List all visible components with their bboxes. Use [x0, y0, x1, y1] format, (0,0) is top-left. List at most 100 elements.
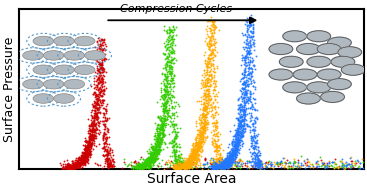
- Point: [173, 136, 179, 139]
- Point: [155, 136, 161, 139]
- Point: [326, 162, 332, 165]
- Point: [165, 115, 171, 118]
- Point: [196, 149, 202, 152]
- Point: [169, 37, 175, 40]
- Point: [170, 41, 176, 44]
- Point: [161, 119, 167, 122]
- Point: [84, 141, 90, 144]
- Point: [201, 98, 207, 101]
- Point: [213, 157, 219, 160]
- Point: [163, 88, 169, 91]
- Point: [215, 166, 221, 169]
- Point: [206, 77, 212, 80]
- Point: [164, 101, 170, 104]
- Point: [182, 162, 188, 165]
- Point: [248, 68, 254, 71]
- Point: [160, 109, 166, 112]
- Point: [74, 164, 80, 167]
- Point: [106, 160, 112, 163]
- Point: [236, 127, 242, 130]
- Point: [342, 166, 348, 169]
- Point: [66, 165, 72, 168]
- Point: [152, 149, 158, 152]
- Point: [145, 162, 151, 165]
- Point: [91, 123, 97, 126]
- Point: [133, 162, 139, 165]
- Point: [202, 124, 208, 127]
- Point: [352, 160, 358, 163]
- Point: [203, 127, 208, 130]
- Point: [80, 158, 86, 161]
- Point: [242, 70, 248, 73]
- Point: [89, 125, 95, 128]
- Point: [93, 95, 99, 98]
- Point: [166, 46, 172, 49]
- Point: [279, 163, 285, 167]
- Point: [176, 166, 182, 169]
- Point: [345, 162, 351, 165]
- Point: [229, 150, 235, 153]
- Point: [92, 80, 98, 83]
- Point: [236, 99, 241, 102]
- Point: [243, 91, 248, 94]
- Point: [99, 52, 105, 55]
- Point: [346, 163, 352, 166]
- Point: [184, 161, 190, 164]
- Point: [241, 93, 247, 96]
- Point: [236, 138, 242, 141]
- Point: [73, 165, 79, 168]
- Point: [161, 118, 167, 121]
- Point: [77, 165, 83, 168]
- Point: [210, 59, 216, 62]
- Point: [255, 160, 261, 163]
- Point: [102, 128, 108, 131]
- Point: [162, 118, 168, 121]
- Point: [259, 165, 265, 168]
- Point: [248, 17, 254, 20]
- Point: [137, 163, 143, 166]
- Point: [90, 136, 96, 139]
- Point: [84, 140, 90, 143]
- Point: [147, 152, 153, 155]
- Point: [188, 162, 194, 165]
- Point: [162, 45, 168, 48]
- Point: [85, 147, 91, 150]
- Point: [155, 137, 160, 140]
- Point: [208, 31, 214, 34]
- Point: [165, 35, 171, 38]
- Point: [238, 125, 244, 129]
- Point: [186, 156, 192, 159]
- Point: [194, 150, 200, 153]
- Point: [229, 149, 235, 152]
- Point: [254, 152, 259, 155]
- Point: [98, 46, 103, 50]
- Point: [236, 137, 242, 140]
- Point: [83, 152, 89, 155]
- Point: [169, 105, 175, 108]
- Point: [81, 152, 87, 155]
- Point: [219, 163, 225, 167]
- Point: [197, 143, 203, 146]
- Point: [239, 140, 245, 143]
- Point: [202, 129, 208, 132]
- Point: [151, 147, 157, 150]
- Point: [163, 75, 169, 78]
- Point: [202, 51, 208, 54]
- Point: [254, 164, 259, 167]
- Point: [252, 85, 258, 88]
- Point: [98, 43, 104, 46]
- Point: [225, 157, 230, 160]
- Point: [173, 166, 179, 169]
- Point: [161, 94, 167, 97]
- Point: [194, 157, 200, 160]
- Point: [236, 130, 242, 133]
- Point: [110, 160, 116, 163]
- Point: [248, 23, 254, 26]
- Point: [235, 128, 241, 131]
- Point: [144, 149, 150, 152]
- Point: [85, 161, 91, 164]
- Point: [212, 70, 218, 73]
- Point: [251, 145, 257, 148]
- Point: [142, 163, 148, 167]
- Point: [170, 130, 176, 133]
